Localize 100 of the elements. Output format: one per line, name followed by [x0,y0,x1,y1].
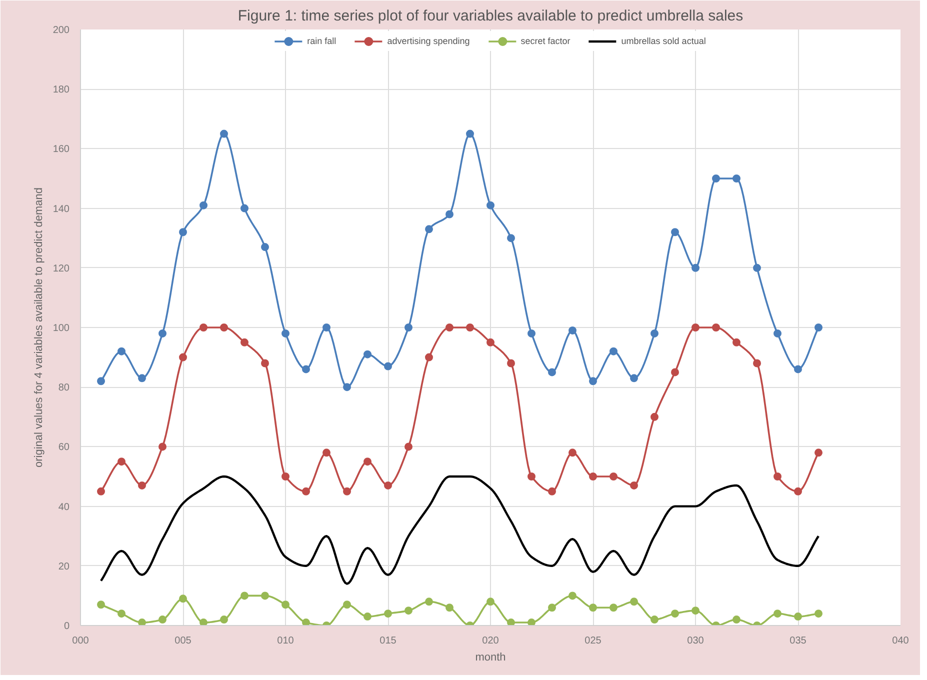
x-tick-label: 010 [277,636,294,646]
x-tick-label: 020 [482,636,500,646]
y-tick-label: 140 [52,204,70,215]
point [302,365,310,374]
point [774,472,782,480]
point [220,324,228,332]
y-tick-label: 200 [52,25,70,36]
point [384,362,392,370]
point [97,487,105,496]
point [589,377,597,386]
y-tick-label: 160 [52,144,70,156]
point [425,598,433,606]
legend-label: secret factor [520,36,570,46]
point [630,374,638,382]
point [568,326,576,334]
point [671,610,679,618]
point [732,338,740,346]
point [138,481,146,490]
point [794,487,802,496]
y-tick-label: 0 [64,621,70,632]
point [138,374,146,382]
point [97,377,105,386]
x-tick-label: 015 [380,636,397,646]
point [507,618,515,626]
legend-label: umbrellas sold actual [621,36,706,46]
point [794,365,802,374]
point [692,264,700,272]
y-tick-label: 80 [58,382,70,394]
point [486,338,494,346]
point [548,604,556,612]
point [589,604,597,612]
point [650,412,658,421]
y-tick-label: 180 [52,84,70,96]
point [240,338,248,346]
y-tick-label: 40 [58,502,70,513]
point [179,353,187,362]
point [282,472,290,480]
point [650,329,658,338]
point [261,243,269,252]
x-tick-label: 035 [790,636,807,646]
y-tick-label: 120 [52,263,70,274]
point [282,600,290,609]
point [528,472,536,480]
point [118,610,126,618]
point [158,329,166,338]
point [343,383,351,392]
point [610,472,618,480]
point [774,329,782,338]
point [712,174,720,182]
point [466,130,474,138]
y-tick-label: 20 [58,561,70,572]
point [364,350,372,358]
point [200,324,208,332]
point [630,481,638,490]
y-tick-label: 100 [52,323,70,334]
point [814,610,822,618]
point [240,592,248,600]
point [507,234,515,242]
point [466,324,474,332]
point [179,228,187,236]
point [404,324,412,332]
point [282,329,290,338]
point [548,487,556,496]
point [97,600,105,609]
x-axis-title: month [475,652,506,664]
point [138,618,146,626]
point [240,204,248,212]
point [692,606,700,615]
point [118,458,126,466]
point [261,359,269,368]
point [322,324,330,332]
legend-label: rain fall [307,36,336,46]
point [404,442,412,451]
x-tick-label: 040 [892,636,910,646]
point [220,130,228,138]
point [528,618,536,626]
point [712,324,720,332]
point [486,201,494,210]
point [630,598,638,606]
point [650,616,658,624]
point [425,225,433,234]
y-axis-title: original values for 4 variables available to predict demand [32,187,45,468]
point [446,324,454,332]
point [794,612,802,621]
chart-title: Figure 1: time series plot of four variables available to predict umbrella sales [238,8,744,24]
point [322,448,330,457]
point [610,347,618,356]
point [753,359,761,368]
point [610,604,618,612]
x-tick-label: 030 [687,636,704,646]
point [364,458,372,466]
point [671,228,679,236]
point [732,616,740,624]
point [753,264,761,272]
point [692,324,700,332]
point [568,448,576,457]
point [732,174,740,182]
point [548,368,556,376]
point [118,347,126,356]
point [302,487,310,496]
